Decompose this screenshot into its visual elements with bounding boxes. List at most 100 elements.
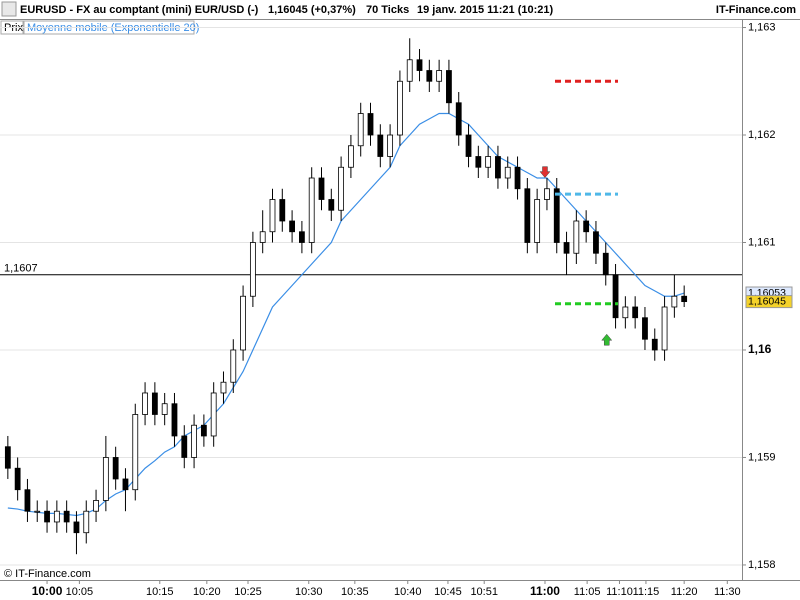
y-tick-label: 1,162 (748, 129, 776, 141)
candle-body (504, 166, 511, 179)
candle-body (367, 113, 374, 136)
candle-body (602, 252, 609, 276)
candle-body (455, 102, 462, 136)
copyright: © IT-Finance.com (4, 568, 91, 580)
candle-body (308, 177, 315, 243)
candle-body (406, 59, 413, 82)
candle-body (230, 349, 237, 383)
candle-body (348, 145, 354, 168)
candle-body (485, 156, 492, 168)
candle-body (651, 338, 658, 351)
candle-body (357, 113, 364, 147)
candle-body (436, 70, 443, 82)
candle-body (446, 70, 452, 104)
candle-body (259, 231, 266, 243)
candle-body (269, 199, 276, 233)
candle-body (553, 188, 560, 243)
signal-arrow (539, 166, 551, 179)
x-tick-label: 11:00 (530, 584, 560, 598)
candle-body (397, 80, 403, 136)
candle-body (151, 392, 158, 415)
candle-body (102, 457, 109, 501)
reference-label: 1,1607 (4, 263, 38, 275)
brand: IT-Finance.com (716, 4, 796, 16)
header-ticks: 70 Ticks (366, 4, 409, 16)
candle-body (249, 242, 256, 297)
candle-body (93, 500, 99, 512)
x-tick-label: 10:45 (434, 586, 462, 598)
candle-body (4, 446, 11, 469)
candle-body (220, 381, 227, 394)
candle-body (387, 134, 394, 157)
candle-body (142, 392, 148, 415)
candle-body (573, 220, 580, 254)
candle-body (661, 306, 668, 351)
candle-body (298, 231, 305, 243)
candle-body (377, 134, 384, 157)
candle-body (200, 424, 207, 437)
candle-body (171, 403, 178, 437)
candle-body (475, 156, 482, 168)
x-tick-label: 10:05 (66, 586, 94, 598)
x-tick-label: 10:00 (32, 584, 63, 598)
candle-body (191, 424, 197, 458)
candle-body (622, 306, 629, 319)
candle-body (210, 392, 217, 437)
candle-body (289, 220, 295, 233)
candle-body (524, 188, 531, 243)
y-tick-label: 1,16 (748, 342, 772, 356)
candle-body (642, 317, 648, 340)
header-date: 19 janv. 2015 11:21 (10:21) (417, 4, 554, 16)
x-tick-label: 11:30 (714, 586, 741, 598)
x-tick-label: 10:51 (470, 586, 498, 598)
candle-body (681, 295, 688, 303)
candle-body (44, 510, 50, 523)
ema-line (7, 112, 685, 517)
candle-body (495, 156, 501, 179)
candle-body (83, 510, 90, 534)
x-tick-label: 11:20 (671, 586, 698, 598)
candle-body (563, 242, 570, 254)
header-symbol: EURUSD - FX au comptant (mini) EUR/USD (… (20, 4, 259, 16)
x-tick-label: 10:15 (146, 586, 174, 598)
y-tick-label: 1,159 (748, 451, 776, 463)
candle-body (593, 231, 599, 254)
header-price: 1,16045 (+0,37%) (268, 4, 356, 16)
x-tick-label: 11:05 (574, 586, 601, 598)
x-tick-label: 10:35 (341, 586, 369, 598)
candle-body (426, 70, 433, 82)
candle-body (122, 478, 129, 491)
x-tick-label: 10:25 (234, 586, 262, 598)
candle-body (53, 510, 60, 523)
signal-arrow (601, 333, 613, 346)
x-tick-label: 11:15 (633, 586, 660, 598)
candle-body (73, 521, 80, 534)
candle-body (328, 199, 335, 211)
candle-body (161, 403, 168, 415)
y-tick-label: 1,161 (748, 236, 776, 248)
candle-body (514, 166, 521, 190)
x-tick-label: 10:20 (193, 586, 221, 598)
price-tag (745, 295, 793, 309)
candle-body (671, 295, 678, 308)
candle-body (544, 188, 550, 200)
candle-body (632, 306, 639, 319)
candle-body (34, 510, 41, 513)
candle-body (338, 166, 345, 211)
y-tick-label: 1,163 (748, 21, 776, 33)
candle-body (416, 59, 423, 71)
menu-icon[interactable] (1, 1, 17, 17)
x-tick-label: 11:10 (606, 586, 633, 598)
candle-body (583, 220, 590, 233)
candle-body (24, 489, 31, 512)
candle-body (181, 435, 188, 458)
price-tag-label: 1,16045 (748, 295, 786, 307)
candle-body (318, 177, 325, 200)
x-tick-label: 10:40 (394, 586, 422, 598)
candle-body (279, 199, 286, 222)
candle-body (465, 134, 472, 157)
candle-body (534, 199, 541, 243)
x-tick-label: 10:30 (295, 586, 323, 598)
candle-body (612, 274, 619, 319)
